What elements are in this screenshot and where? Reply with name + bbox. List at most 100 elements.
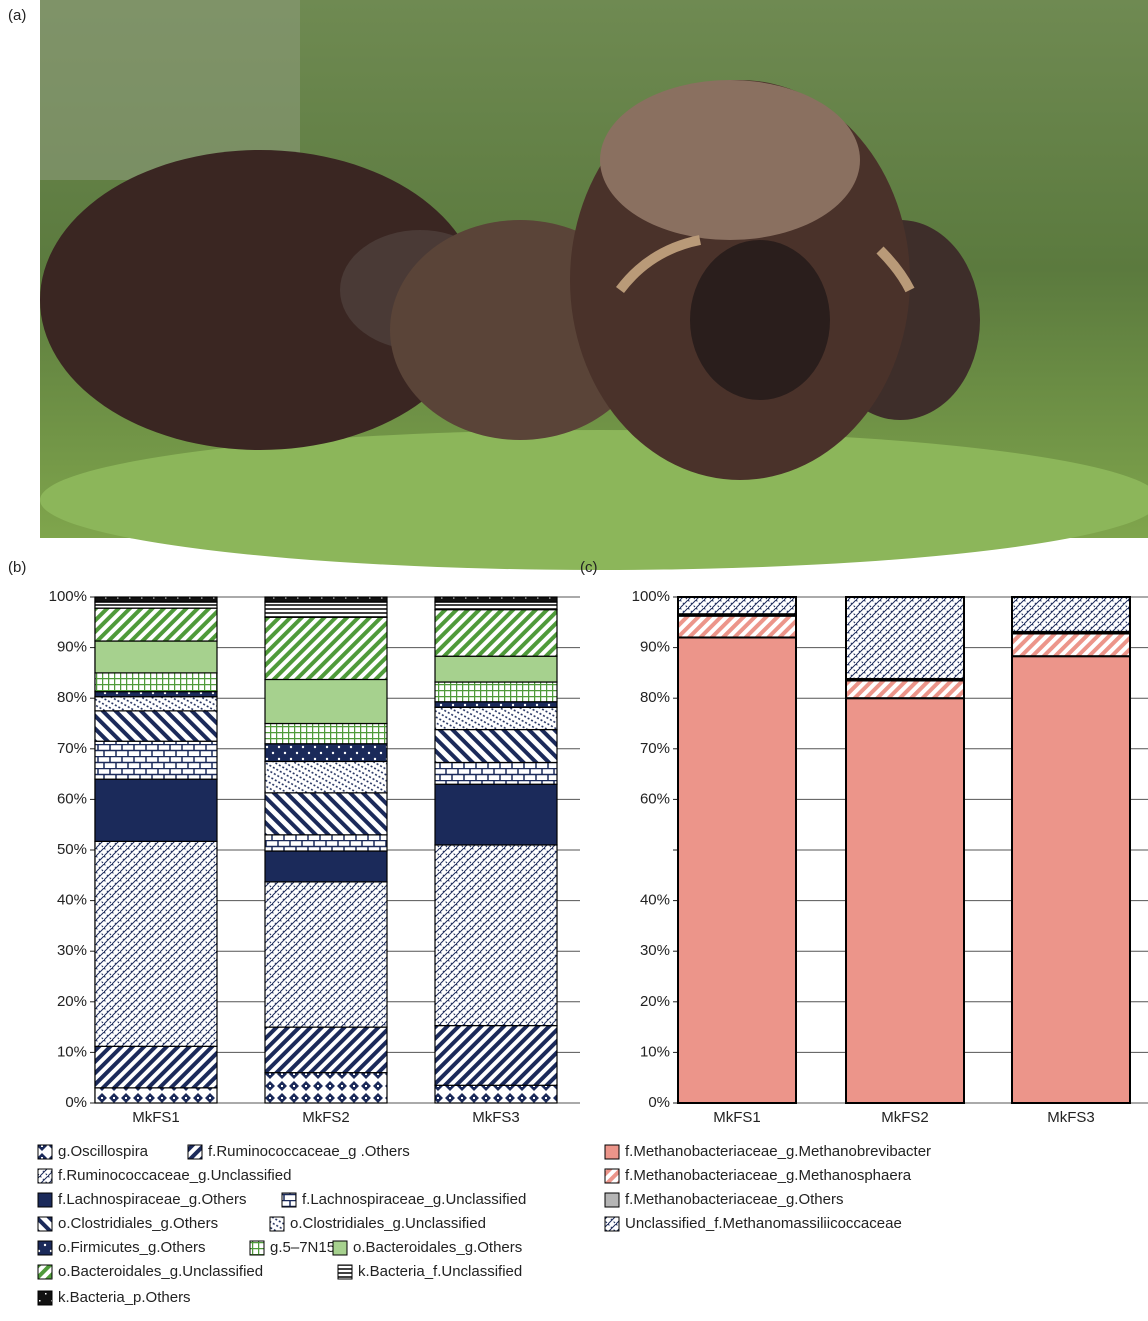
y-tick-label: 30% [57, 942, 87, 959]
y-tick-label: 40% [640, 892, 670, 909]
bar-segment [434, 844, 558, 1027]
bar-segment [94, 696, 218, 712]
bar-segment [264, 596, 388, 603]
bar-segment [264, 601, 388, 618]
bar-segment [264, 760, 388, 794]
legend-label: f.Methanobacteriaceae_g.Others [625, 1191, 843, 1208]
panel-label: (c) [580, 559, 598, 576]
bar-segment [264, 850, 388, 883]
bar-segment [264, 1026, 388, 1074]
legend-label: f.Lachnospiraceae_g.Others [58, 1191, 246, 1208]
bar-segment [677, 596, 797, 616]
bar-segment [264, 678, 388, 725]
bar-segment [94, 710, 218, 742]
y-tick-label: 0% [65, 1094, 87, 1111]
y-tick-label: 90% [640, 639, 670, 656]
bar-segment [434, 783, 558, 846]
legend-label: Unclassified_f.Methanomassiliicoccaceae [625, 1215, 902, 1232]
y-tick-label: 80% [640, 689, 670, 706]
bar-segment [264, 722, 388, 745]
bar-segment [94, 672, 218, 693]
legend-label: f.Ruminococcaceae_g.Unclassified [58, 1167, 291, 1184]
y-tick-label: 10% [640, 1043, 670, 1060]
legend-swatch [604, 1168, 620, 1184]
bar-segment [845, 596, 965, 680]
bar-segment [677, 636, 797, 1104]
x-tick-label: MkFS2 [302, 1109, 350, 1126]
legend-swatch [249, 1240, 265, 1256]
legend-label: g.5–7N15 [270, 1239, 335, 1256]
legend-label: o.Bacteroidales_g.Others [353, 1239, 522, 1256]
legend-label: o.Bacteroidales_g.Unclassified [58, 1263, 263, 1280]
panel-label: (b) [8, 559, 26, 576]
legend-swatch [604, 1144, 620, 1160]
y-tick-label: 100% [49, 588, 87, 605]
bar-segment [434, 701, 558, 708]
bar-segment [434, 1084, 558, 1104]
legend-swatch [337, 1264, 353, 1280]
y-tick-label: 60% [640, 790, 670, 807]
bar-segment [434, 728, 558, 764]
bar-segment [1011, 596, 1131, 633]
legend-label: k.Bacteria_f.Unclassified [358, 1263, 522, 1280]
bar-segment [677, 614, 797, 639]
x-tick-label: MkFS1 [713, 1109, 761, 1126]
legend-swatch [37, 1168, 53, 1184]
legend-swatch [604, 1216, 620, 1232]
y-tick-label: 100% [632, 588, 670, 605]
bar-segment [845, 679, 965, 700]
x-tick-label: MkFS1 [132, 1109, 180, 1126]
y-tick-label: 90% [57, 639, 87, 656]
y-tick-label: 30% [640, 942, 670, 959]
legend-label: k.Bacteria_p.Others [58, 1289, 191, 1306]
y-tick-label: 60% [57, 790, 87, 807]
y-tick-label: 70% [640, 740, 670, 757]
x-tick-label: MkFS3 [1047, 1109, 1095, 1126]
y-tick-label: 0% [648, 1094, 670, 1111]
legend-label: f.Methanobacteriaceae_g.Methanobrevibact… [625, 1143, 931, 1160]
bar-segment [1011, 655, 1131, 1105]
legend-swatch [37, 1144, 53, 1160]
bar-segment [434, 706, 558, 731]
y-tick-label: 20% [57, 993, 87, 1010]
bar-segment [94, 691, 218, 698]
y-tick-label: 10% [57, 1043, 87, 1060]
legend-label: g.Oscillospira [58, 1143, 149, 1160]
bar-segment [94, 607, 218, 642]
bar-segment [94, 778, 218, 842]
bar-segment [434, 761, 558, 785]
bar-segment [264, 881, 388, 1028]
legend-swatch [604, 1192, 620, 1208]
bar-segment [434, 655, 558, 683]
legend-swatch [187, 1144, 203, 1160]
y-tick-label: 80% [57, 689, 87, 706]
legend-label: o.Clostridiales_g.Unclassified [290, 1215, 486, 1232]
y-tick-label: 70% [57, 740, 87, 757]
legend-label: o.Firmicutes_g.Others [58, 1239, 206, 1256]
legend-swatch [37, 1290, 53, 1306]
legend-swatch [269, 1216, 285, 1232]
bar-segment [434, 681, 558, 703]
bar-segment [264, 792, 388, 836]
bar-segment [94, 1045, 218, 1089]
bar-segment [264, 834, 388, 852]
y-tick-label: 20% [640, 993, 670, 1010]
bar-segment [434, 601, 558, 611]
bar-segment [264, 743, 388, 763]
bar-segment [94, 601, 218, 609]
bar-segment [434, 1024, 558, 1086]
legend-label: f.Ruminococcaceae_g .Others [208, 1143, 410, 1160]
legend-swatch [37, 1264, 53, 1280]
legend-swatch [37, 1192, 53, 1208]
y-tick-label: 50% [57, 841, 87, 858]
bar-segment [94, 640, 218, 674]
x-tick-label: MkFS2 [881, 1109, 929, 1126]
bar-segment [94, 1087, 218, 1104]
bar-segment [434, 596, 558, 603]
y-tick-label: 40% [57, 892, 87, 909]
bar-segment [845, 697, 965, 1104]
legend-label: o.Clostridiales_g.Others [58, 1215, 218, 1232]
legend-label: f.Lachnospiraceae_g.Unclassified [302, 1191, 526, 1208]
legend-swatch [37, 1240, 53, 1256]
